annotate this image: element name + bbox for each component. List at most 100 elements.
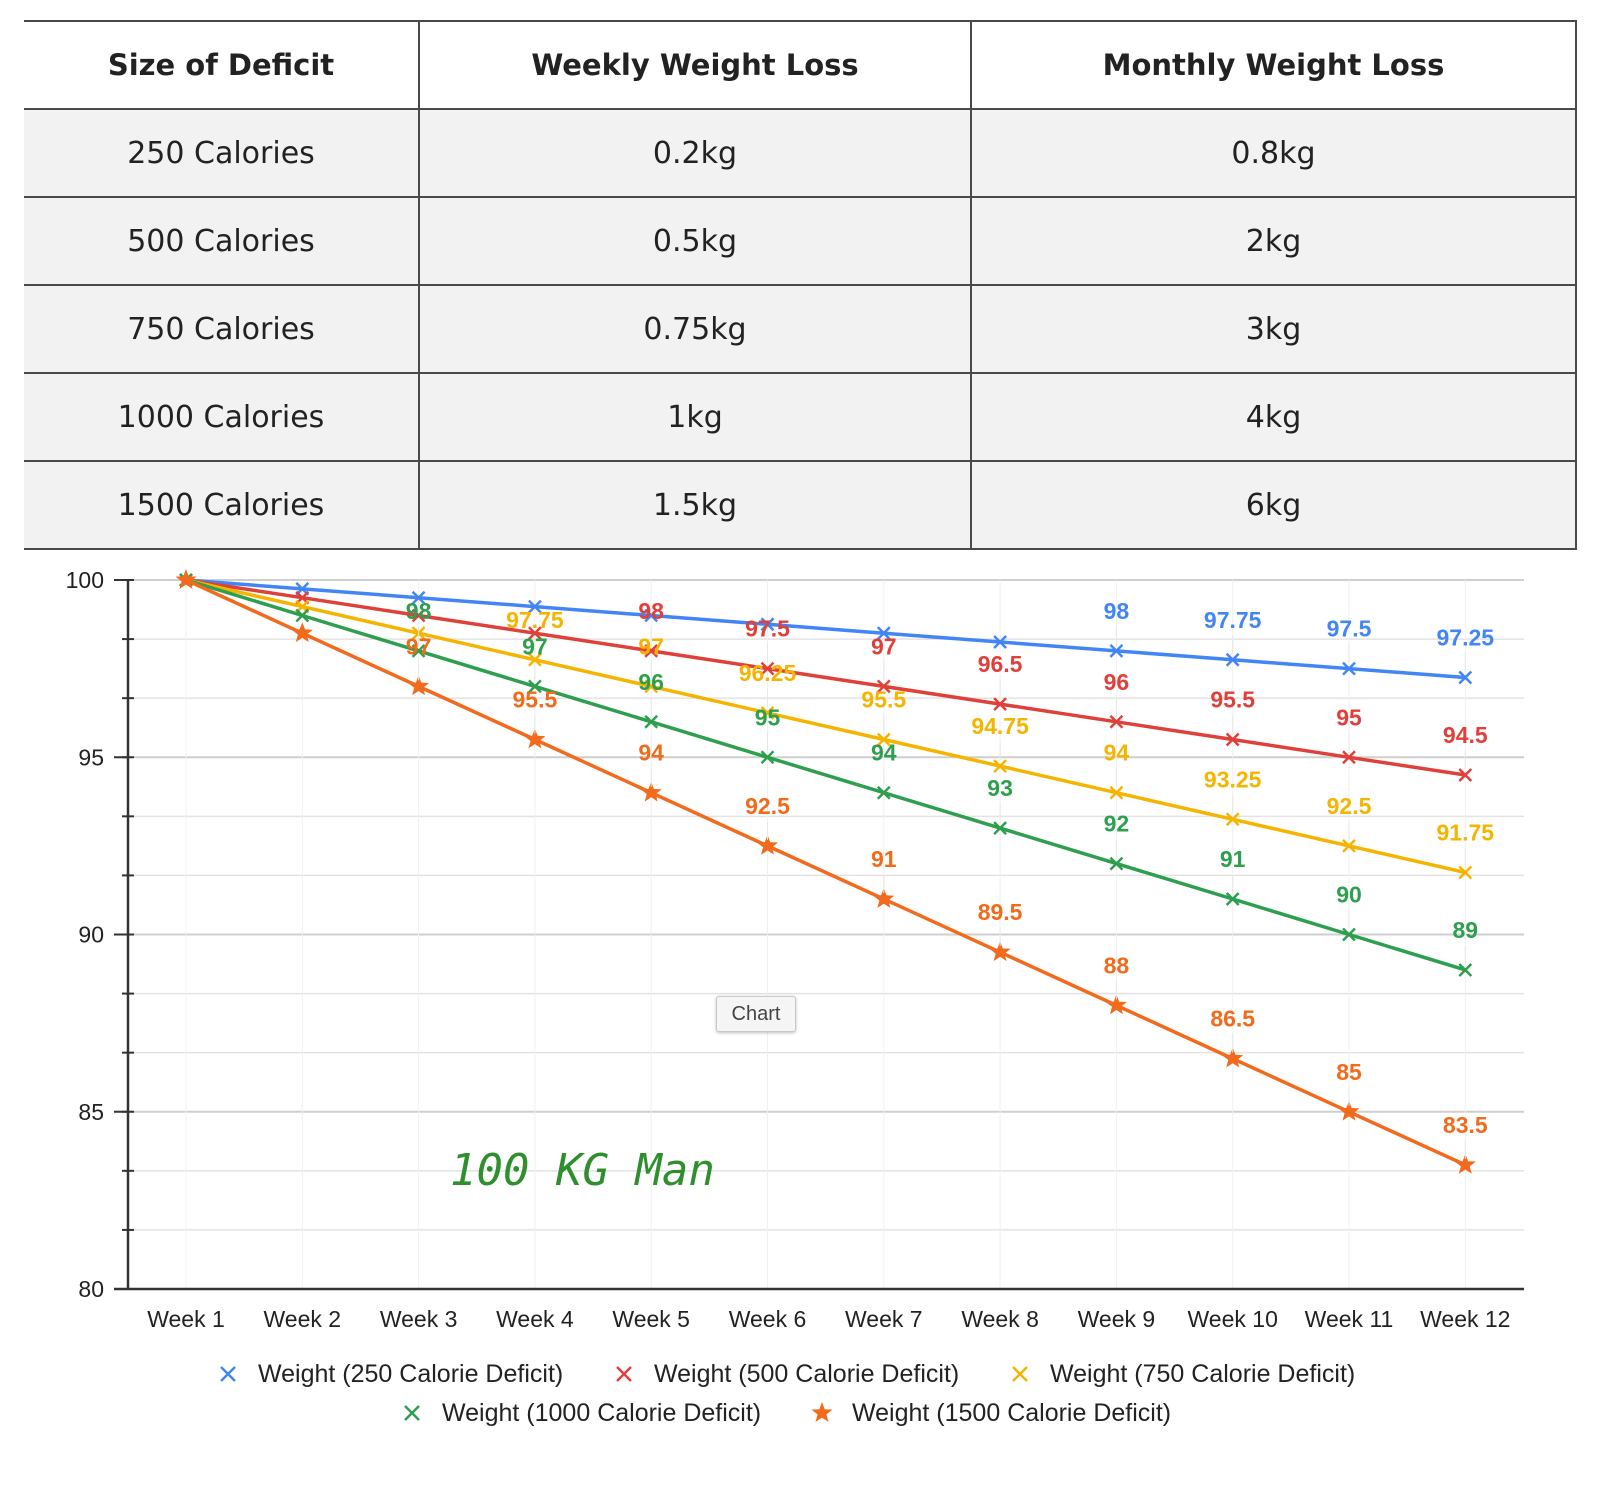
- data-label: 91: [871, 846, 897, 872]
- series-line: [185, 578, 1466, 972]
- data-label: 97: [638, 633, 664, 659]
- data-point-stroke: [876, 626, 891, 641]
- data-point-stroke: [993, 759, 1007, 773]
- series-line: [185, 578, 1467, 1167]
- data-point-stroke: [528, 652, 542, 667]
- data-label: 85: [1336, 1059, 1362, 1085]
- x-tick-label: Week 11: [1305, 1306, 1394, 1332]
- data-point-star: [873, 888, 895, 908]
- data-label: 95: [755, 704, 781, 730]
- data-point-star: [175, 569, 197, 589]
- data-point-star: [1338, 1100, 1360, 1121]
- data-point-stroke: [528, 599, 542, 614]
- data-point: [1109, 785, 1124, 800]
- data-point-stroke: [1458, 670, 1473, 685]
- data-point: [1225, 892, 1240, 906]
- series-line: [185, 578, 1466, 777]
- data-label: 91.75: [1437, 819, 1495, 845]
- x-tick-label: Week 4: [496, 1306, 574, 1332]
- data-point-stroke: [760, 661, 775, 676]
- data-label: 90: [1336, 882, 1362, 908]
- data-point-stroke: [760, 706, 775, 720]
- data-point: [760, 750, 775, 765]
- legend-label: Weight (1500 Calorie Deficit): [852, 1399, 1171, 1427]
- table-cell: 0.2kg: [418, 108, 972, 198]
- data-point-stroke: [876, 732, 891, 747]
- table-cell: 2kg: [970, 196, 1577, 286]
- data-point-stroke: [993, 821, 1007, 836]
- data-label: 97.75: [506, 607, 564, 633]
- data-point: [1109, 714, 1124, 729]
- table-cell: 500 Calories: [24, 196, 420, 286]
- data-point-star: [640, 781, 662, 802]
- legend-label: Weight (250 Calorie Deficit): [258, 1360, 563, 1388]
- data-point: [1342, 661, 1356, 676]
- table-row: 1000 Calories 1kg 4kg: [24, 372, 1577, 462]
- table-cell: 6kg: [970, 460, 1577, 550]
- x-tick-label: Week 1: [147, 1306, 225, 1332]
- data-point: [993, 697, 1007, 711]
- data-label: 89: [1453, 917, 1479, 943]
- y-tick-label: 90: [78, 922, 104, 948]
- data-label: 92.5: [745, 793, 790, 819]
- data-point: [411, 608, 426, 623]
- legend-item[interactable]: Weight (1000 Calorie Deficit): [404, 1399, 761, 1427]
- legend-item[interactable]: Weight (250 Calorie Deficit): [220, 1360, 563, 1388]
- data-point-stroke: [411, 590, 426, 605]
- data-point-stroke: [1225, 652, 1240, 667]
- data-label: 89.5: [978, 899, 1023, 925]
- data-point: [876, 732, 891, 747]
- x-tick-label: Week 12: [1420, 1306, 1510, 1332]
- data-point: [1458, 865, 1473, 880]
- data-point: [528, 599, 542, 614]
- legend-item[interactable]: Weight (750 Calorie Deficit): [1012, 1360, 1355, 1388]
- table-cell: 3kg: [970, 284, 1577, 374]
- table-cell: 1kg: [418, 372, 972, 462]
- axes: 80 85 90 95 100 Week 1 Week 2 Week 3 Week 4 Week …: [66, 567, 1524, 1332]
- table-header-row: Size of Deficit Weekly Weight Loss Month…: [24, 20, 1577, 110]
- legend-marker-star: [811, 1402, 833, 1422]
- data-label: 96: [1104, 669, 1130, 695]
- data-point-stroke: [1225, 812, 1240, 827]
- legend-item[interactable]: Weight (500 Calorie Deficit): [616, 1360, 959, 1388]
- data-point-stroke: [993, 697, 1007, 711]
- weight-loss-chart: 80 85 90 95 100 Week 1 Week 2 Week 3 Week 4 Week …: [66, 567, 1524, 1427]
- annotation-text: 100 KG Man: [450, 1145, 715, 1196]
- x-tick-label: Week 7: [845, 1306, 923, 1332]
- data-point: [528, 652, 542, 667]
- data-label: 98: [638, 598, 664, 624]
- data-point: [760, 706, 775, 720]
- data-point-stroke: [644, 714, 659, 729]
- data-point-stroke: [644, 679, 659, 694]
- table-cell: 1.5kg: [418, 460, 972, 550]
- table-row: 500 Calories 0.5kg 2kg: [24, 196, 1577, 286]
- deficit-table: Size of Deficit Weekly Weight Loss Month…: [24, 20, 1577, 550]
- legend-marker: [616, 1366, 632, 1382]
- data-point-stroke: [1342, 838, 1356, 853]
- data-point: [644, 714, 659, 729]
- legend-label: Weight (750 Calorie Deficit): [1050, 1360, 1355, 1388]
- data-label: 94: [1104, 740, 1130, 766]
- data-point-stroke: [411, 608, 426, 623]
- table-row: 250 Calories 0.2kg 0.8kg: [24, 108, 1577, 198]
- legend[interactable]: Weight (250 Calorie Deficit) Weight (500 …: [220, 1360, 1355, 1427]
- data-point: [993, 759, 1007, 773]
- legend-label: Weight (500 Calorie Deficit): [654, 1360, 959, 1388]
- data-point-stroke: [1458, 963, 1473, 977]
- column-header: Monthly Weight Loss: [970, 20, 1577, 110]
- data-point-stroke: [876, 679, 891, 694]
- legend-marker: [1012, 1366, 1028, 1382]
- data-point: [993, 821, 1007, 836]
- data-point: [1225, 652, 1240, 667]
- data-label: 86.5: [1210, 1006, 1255, 1032]
- legend-item[interactable]: Weight (1500 Calorie Deficit): [811, 1399, 1172, 1427]
- column-header: Weekly Weight Loss: [418, 20, 972, 110]
- table-cell: 4kg: [970, 372, 1577, 462]
- data-point-stroke: [1109, 644, 1124, 658]
- data-point-stroke: [644, 644, 659, 658]
- y-tick-label: 100: [66, 567, 104, 593]
- y-tick-label: 95: [78, 744, 104, 770]
- x-tick-label: Week 10: [1188, 1306, 1278, 1332]
- data-point: [1458, 963, 1473, 977]
- data-label: 94.5: [1443, 722, 1488, 748]
